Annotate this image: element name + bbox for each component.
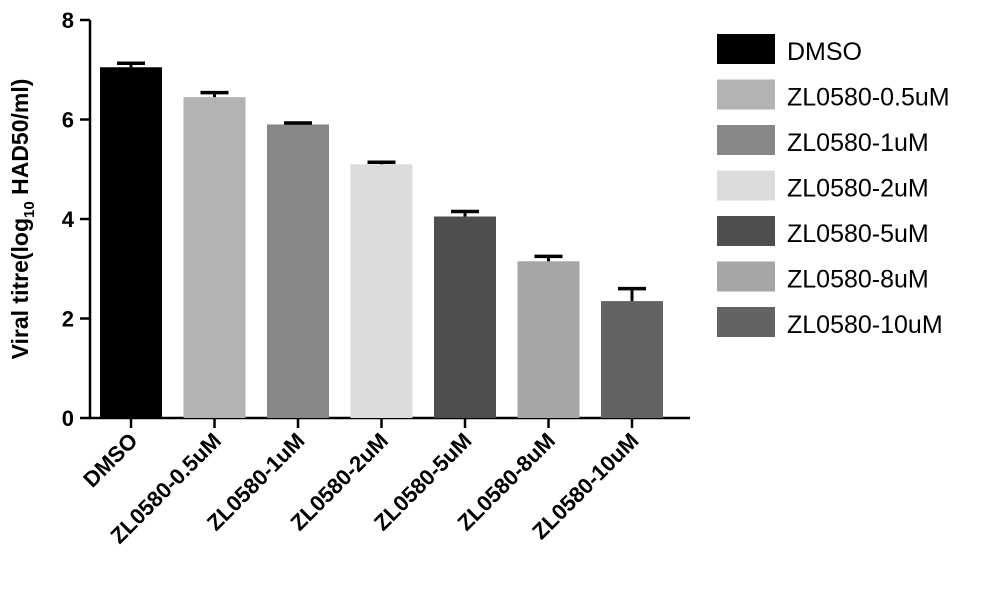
legend-swatch	[717, 170, 775, 201]
legend-swatch	[717, 216, 775, 246]
y-axis-title: Viral titre(log10 HAD50/ml)	[7, 79, 38, 360]
legend-swatch	[717, 261, 775, 292]
bar	[350, 164, 413, 418]
legend-swatch	[717, 34, 775, 64]
bar	[517, 261, 580, 418]
legend-swatch	[717, 125, 775, 155]
legend-label: ZL0580-0.5uM	[787, 84, 950, 112]
legend-label: DMSO	[787, 38, 862, 66]
bar	[601, 301, 663, 418]
legend-label: ZL0580-10uM	[787, 311, 943, 339]
y-axis-title-tail: HAD50/ml)	[7, 79, 33, 202]
bar	[183, 97, 246, 419]
bar	[100, 67, 162, 418]
legend: DMSO ZL0580-0.5uM ZL0580-1uM ZL0580-2uM ZL05…	[717, 34, 950, 339]
legend-label: ZL0580-2uM	[787, 175, 929, 203]
y-axis-label: Viral titre(log10 HAD50/ml)	[7, 79, 38, 360]
legend-swatch	[717, 307, 775, 337]
y-axis-title-main: Viral titre(log	[7, 218, 33, 359]
legend-label: ZL0580-1uM	[787, 129, 929, 157]
y-tick-label: 8	[62, 8, 74, 33]
x-tick-label: DMSO	[78, 428, 142, 492]
bars	[100, 61, 663, 419]
bar	[267, 124, 329, 418]
y-tick-label: 2	[62, 307, 74, 332]
legend-label: ZL0580-8uM	[787, 266, 929, 294]
y-tick-label: 0	[62, 406, 74, 431]
y-axis-title-subscript: 10	[21, 201, 38, 218]
y-tick-label: 6	[62, 108, 74, 133]
y-tick-label: 4	[62, 207, 75, 232]
legend-label: ZL0580-5uM	[787, 220, 929, 248]
x-tick-labels: DMSOZL0580-0.5uMZL0580-1uMZL0580-2uMZL05…	[78, 428, 643, 549]
bar	[434, 216, 496, 418]
legend-swatch	[717, 79, 775, 110]
